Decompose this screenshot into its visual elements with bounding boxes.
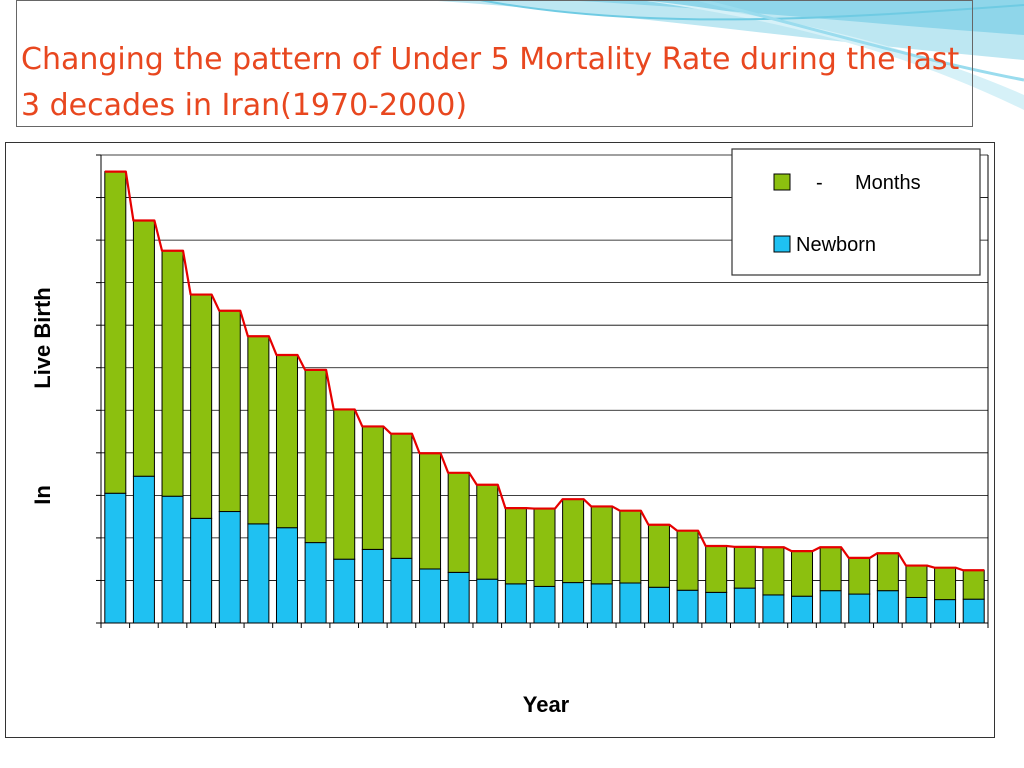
bar-months [304,369,327,544]
legend-dash: - [816,172,823,194]
y-axis-label-part1: In [30,485,55,505]
bar-months [161,250,184,497]
axes [96,154,989,628]
bar-newborn [333,558,356,624]
legend-label-months: Months [855,172,921,194]
bar-months [247,335,270,525]
decorative-wave-banner [420,0,1024,110]
bar-months [533,508,556,587]
bar-months [676,530,699,591]
bar-newborn [447,571,470,624]
bar-newborn [876,590,899,624]
bar-months [132,220,155,477]
legend: - Months Newborn [731,148,981,276]
x-axis-label: Year [523,692,570,717]
bar-newborn [161,495,184,624]
bar-newborn [504,583,527,624]
bar-newborn [190,517,213,624]
bar-months [104,171,127,494]
bar-months [848,557,871,595]
bar-newborn [132,475,155,624]
bar-months [647,524,670,588]
bar-newborn [962,598,985,624]
bar-newborn [791,595,814,624]
legend-label-newborn: Newborn [796,234,876,256]
bar-months [619,510,642,584]
bar-months [390,433,413,559]
title-box: Changing the pattern of Under 5 Mortalit… [16,0,973,127]
bar-months [275,354,298,529]
bar-months [190,294,213,519]
bar-months [333,408,356,560]
bar-months [590,505,613,585]
slide-title: Changing the pattern of Under 5 Mortalit… [21,42,960,123]
bar-months [733,546,756,589]
legend-swatch-newborn [773,235,791,253]
bar-months [762,546,785,596]
bar-newborn [590,583,613,624]
bar-newborn [733,587,756,624]
bar-newborn [934,599,957,624]
bar-newborn [762,594,785,624]
bar-months [218,310,241,513]
bar-months [819,546,842,592]
bar-newborn [676,589,699,624]
bars [104,171,985,624]
bar-months [361,425,384,550]
bar-months [934,567,957,601]
bar-months [876,552,899,592]
total-trend-line [104,170,985,572]
bar-newborn [905,596,928,624]
legend-swatch-months [773,173,791,191]
bar-newborn [419,568,442,624]
bar-months [476,484,499,580]
bar-newborn [533,585,556,624]
bar-months [705,545,728,593]
y-axis-label-part2: Live Birth [30,287,55,388]
bar-newborn [247,523,270,624]
legend-box [731,148,981,276]
bar-newborn [218,511,241,624]
bar-months [962,569,985,600]
bar-newborn [275,527,298,624]
bar-newborn [104,492,127,624]
bar-newborn [476,578,499,624]
bar-newborn [819,590,842,624]
bar-newborn [619,582,642,624]
bar-newborn [361,548,384,624]
bar-months [419,452,442,570]
trend-line [104,170,985,572]
bar-newborn [705,591,728,624]
bar-months [562,498,585,584]
bar-newborn [848,593,871,624]
bar-months [791,550,814,597]
bar-newborn [647,586,670,624]
bar-months [905,565,928,598]
bar-months [504,507,527,585]
bar-months [447,472,470,573]
bar-newborn [562,582,585,624]
bar-newborn [390,557,413,624]
bar-newborn [304,542,327,624]
